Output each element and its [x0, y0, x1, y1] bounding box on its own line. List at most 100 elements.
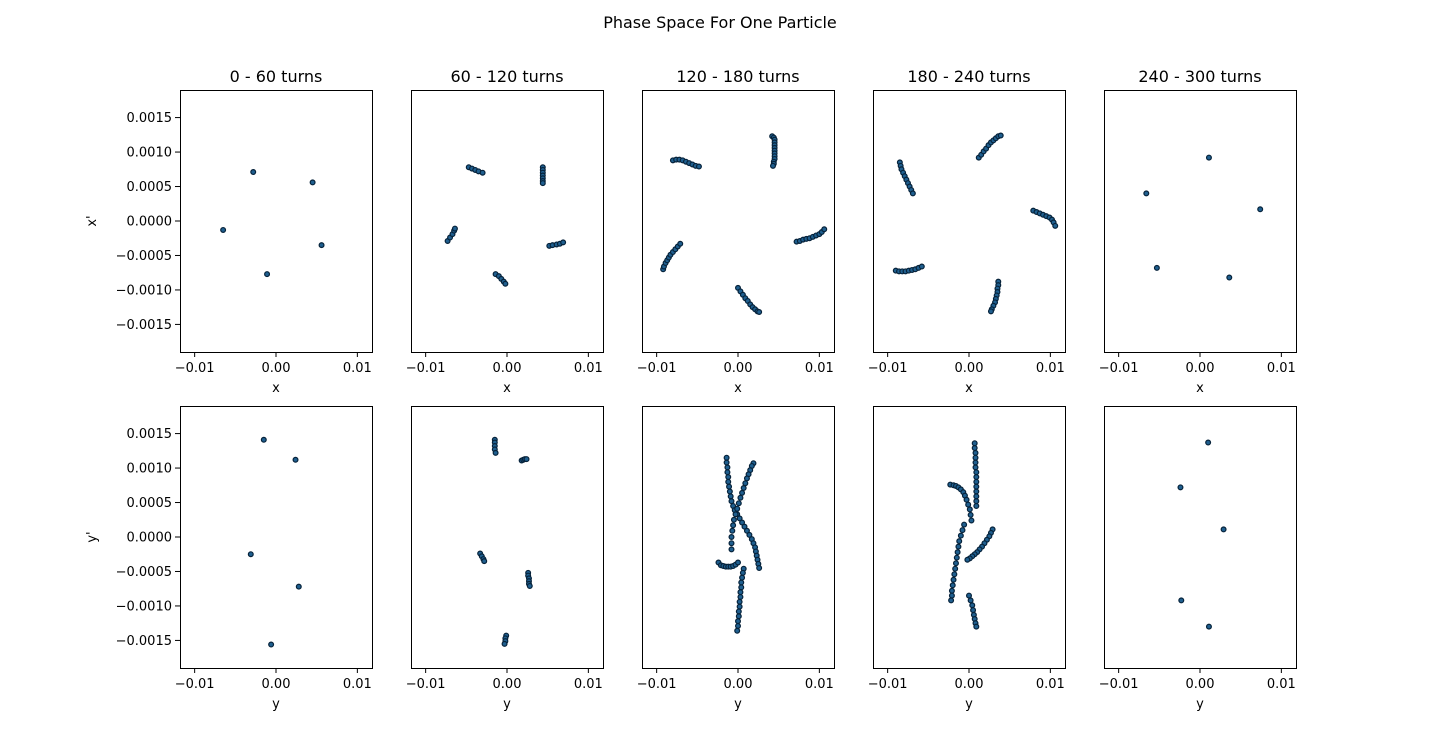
- data-point: [560, 239, 567, 246]
- data-point: [728, 498, 735, 505]
- x-tick-label: −0.01: [637, 677, 677, 692]
- y-tick-label: −0.0015: [116, 318, 172, 333]
- data-point: [737, 589, 744, 596]
- x-tick-label: 0.00: [955, 361, 984, 376]
- subplot-vertical-5: −0.01 0.00 0.01 y: [1099, 406, 1297, 712]
- plot-frame: [411, 90, 604, 353]
- data-point: [959, 527, 966, 534]
- x-axis-label: x: [272, 381, 280, 396]
- data-point: [950, 576, 957, 583]
- x-tick-label: 0.00: [493, 677, 522, 692]
- data-point: [972, 464, 979, 471]
- data-point: [1178, 597, 1185, 604]
- x-tick-label: 0.01: [574, 361, 603, 376]
- data-point: [949, 582, 956, 589]
- data-point: [1220, 526, 1227, 533]
- data-point: [952, 565, 959, 572]
- data-point: [735, 613, 742, 620]
- data-point: [734, 505, 741, 512]
- y-tick-label: −0.0010: [116, 283, 172, 298]
- data-point: [969, 602, 976, 609]
- y-tick-label: −0.0015: [116, 634, 172, 649]
- x-tick-label: 0.00: [262, 361, 291, 376]
- data-point: [734, 618, 741, 625]
- data-point: [735, 500, 742, 507]
- data-point: [1205, 439, 1212, 446]
- data-point: [724, 464, 731, 471]
- x-axis-label: y: [1196, 697, 1204, 712]
- data-point: [250, 169, 257, 176]
- x-axis-label: x: [734, 381, 742, 396]
- data-point: [948, 592, 955, 599]
- data-point: [726, 488, 733, 495]
- data-point: [481, 558, 488, 565]
- panel-title: 0 - 60 turns: [230, 67, 323, 86]
- plot-frame: [873, 406, 1066, 669]
- x-tick-label: 0.01: [343, 361, 372, 376]
- data-point: [956, 538, 963, 545]
- data-point: [725, 478, 732, 485]
- data-point: [756, 309, 763, 316]
- data-point: [730, 516, 737, 523]
- data-point: [247, 551, 254, 558]
- x-axis-label: x: [1196, 381, 1204, 396]
- panel-title: 180 - 240 turns: [907, 67, 1030, 86]
- y-tick-label: 0.0005: [127, 180, 173, 195]
- y-tick-label: 0.0000: [127, 531, 173, 546]
- data-point: [479, 169, 486, 176]
- data-point: [1205, 154, 1212, 161]
- data-point: [967, 511, 974, 518]
- data-point: [1052, 222, 1059, 229]
- data-point: [738, 579, 745, 586]
- x-tick-label: 0.01: [1036, 361, 1065, 376]
- y-tick-label: 0.0010: [127, 146, 173, 161]
- plot-frame: [180, 90, 373, 353]
- x-tick-label: 0.01: [805, 677, 834, 692]
- subplot-horizontal-2: 60 - 120 turns −0.01 0.00 0.01 x: [406, 67, 604, 396]
- x-tick-label: 0.01: [1036, 677, 1065, 692]
- data-point: [729, 527, 736, 534]
- data-point: [737, 494, 744, 501]
- data-point: [968, 517, 975, 524]
- x-axis-label: y: [965, 697, 973, 712]
- data-point: [220, 226, 227, 233]
- subplot-grid: 0 - 60 turns −0.01 0.00 0.01 x 0.0015 0.0010 0.…: [85, 67, 1297, 712]
- subplot-horizontal-3: 120 - 180 turns −0.01 0.00 0.01 x: [637, 67, 835, 396]
- data-point: [973, 493, 980, 500]
- data-point: [740, 485, 747, 492]
- x-tick-label: 0.01: [343, 677, 372, 692]
- x-tick-label: 0.00: [955, 677, 984, 692]
- data-point: [742, 480, 749, 487]
- plot-frame: [1104, 90, 1297, 353]
- plot-frame: [873, 90, 1066, 353]
- x-axis-label: y: [503, 697, 511, 712]
- y-axis-label: x': [85, 215, 100, 226]
- x-tick-label: −0.01: [1099, 361, 1139, 376]
- data-point: [734, 559, 741, 566]
- data-point: [526, 582, 533, 589]
- data-point: [973, 469, 980, 476]
- data-point: [736, 598, 743, 605]
- data-point: [268, 641, 275, 648]
- data-point: [918, 263, 925, 270]
- subplot-vertical-3: −0.01 0.00 0.01 y: [637, 406, 835, 712]
- data-point: [955, 543, 962, 550]
- data-point: [1257, 206, 1264, 213]
- data-point: [973, 502, 980, 509]
- subplot-horizontal-1: 0 - 60 turns −0.01 0.00 0.01 x 0.0015 0.0010 0.…: [85, 67, 373, 396]
- data-point: [909, 190, 916, 197]
- x-tick-label: −0.01: [868, 677, 908, 692]
- x-tick-label: 0.00: [1186, 361, 1215, 376]
- data-point: [953, 554, 960, 561]
- data-point: [966, 506, 973, 513]
- x-tick-label: 0.01: [805, 361, 834, 376]
- data-point: [723, 454, 730, 461]
- x-tick-label: 0.01: [574, 677, 603, 692]
- x-tick-label: 0.01: [1267, 361, 1296, 376]
- x-axis-label: y: [734, 697, 742, 712]
- data-point: [972, 449, 979, 456]
- data-point: [724, 469, 731, 476]
- data-point: [723, 459, 730, 466]
- data-point: [957, 532, 964, 539]
